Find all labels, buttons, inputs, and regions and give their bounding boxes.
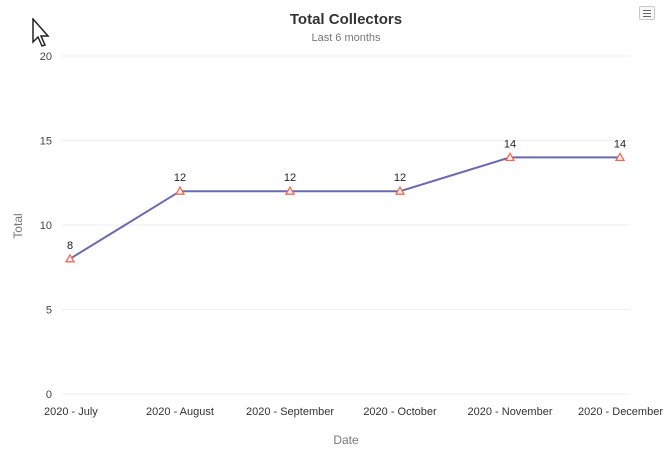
- x-tick-label: 2020 - July: [44, 406, 98, 418]
- y-tick-label: 0: [46, 389, 52, 401]
- data-label: 12: [284, 172, 296, 184]
- data-point-marker: [284, 185, 296, 195]
- y-tick-label: 15: [40, 136, 52, 148]
- data-label: 12: [174, 172, 186, 184]
- data-point-marker: [174, 185, 186, 195]
- y-tick-label: 20: [40, 51, 52, 63]
- x-tick-label: 2020 - November: [468, 406, 553, 418]
- chart-title: Total Collectors: [290, 11, 402, 28]
- x-tick-label: 2020 - October: [363, 406, 437, 418]
- data-point-marker: [614, 152, 626, 162]
- x-axis-label: Date: [333, 433, 359, 447]
- chart-menu-button[interactable]: [639, 6, 655, 20]
- y-axis-label: Total: [11, 213, 25, 238]
- y-tick-label: 5: [46, 305, 52, 317]
- hamburger-menu-icon: [643, 16, 651, 17]
- data-label: 8: [67, 240, 73, 252]
- grid-lines: [62, 55, 630, 395]
- data-point-marker: [394, 185, 406, 195]
- hamburger-menu-icon: [643, 10, 651, 11]
- x-tick-label: 2020 - December: [578, 406, 663, 418]
- data-point-marker: [64, 253, 76, 263]
- data-label: 14: [614, 138, 626, 150]
- data-point-marker: [504, 152, 516, 162]
- hamburger-menu-icon: [643, 13, 651, 14]
- x-tick-label: 2020 - August: [146, 406, 214, 418]
- data-markers: [64, 152, 626, 263]
- x-axis-ticks: 2020 - July 2020 - August 2020 - September…: [44, 406, 663, 418]
- data-label: 12: [394, 172, 406, 184]
- y-axis-ticks: 0 5 10 15 20: [40, 51, 52, 401]
- x-tick-label: 2020 - September: [246, 406, 334, 418]
- y-tick-label: 10: [40, 220, 52, 232]
- data-labels: 8 12 12 12 14 14: [67, 138, 626, 251]
- data-label: 14: [504, 138, 516, 150]
- chart-subtitle: Last 6 months: [311, 32, 381, 44]
- series-line: [69, 156, 620, 260]
